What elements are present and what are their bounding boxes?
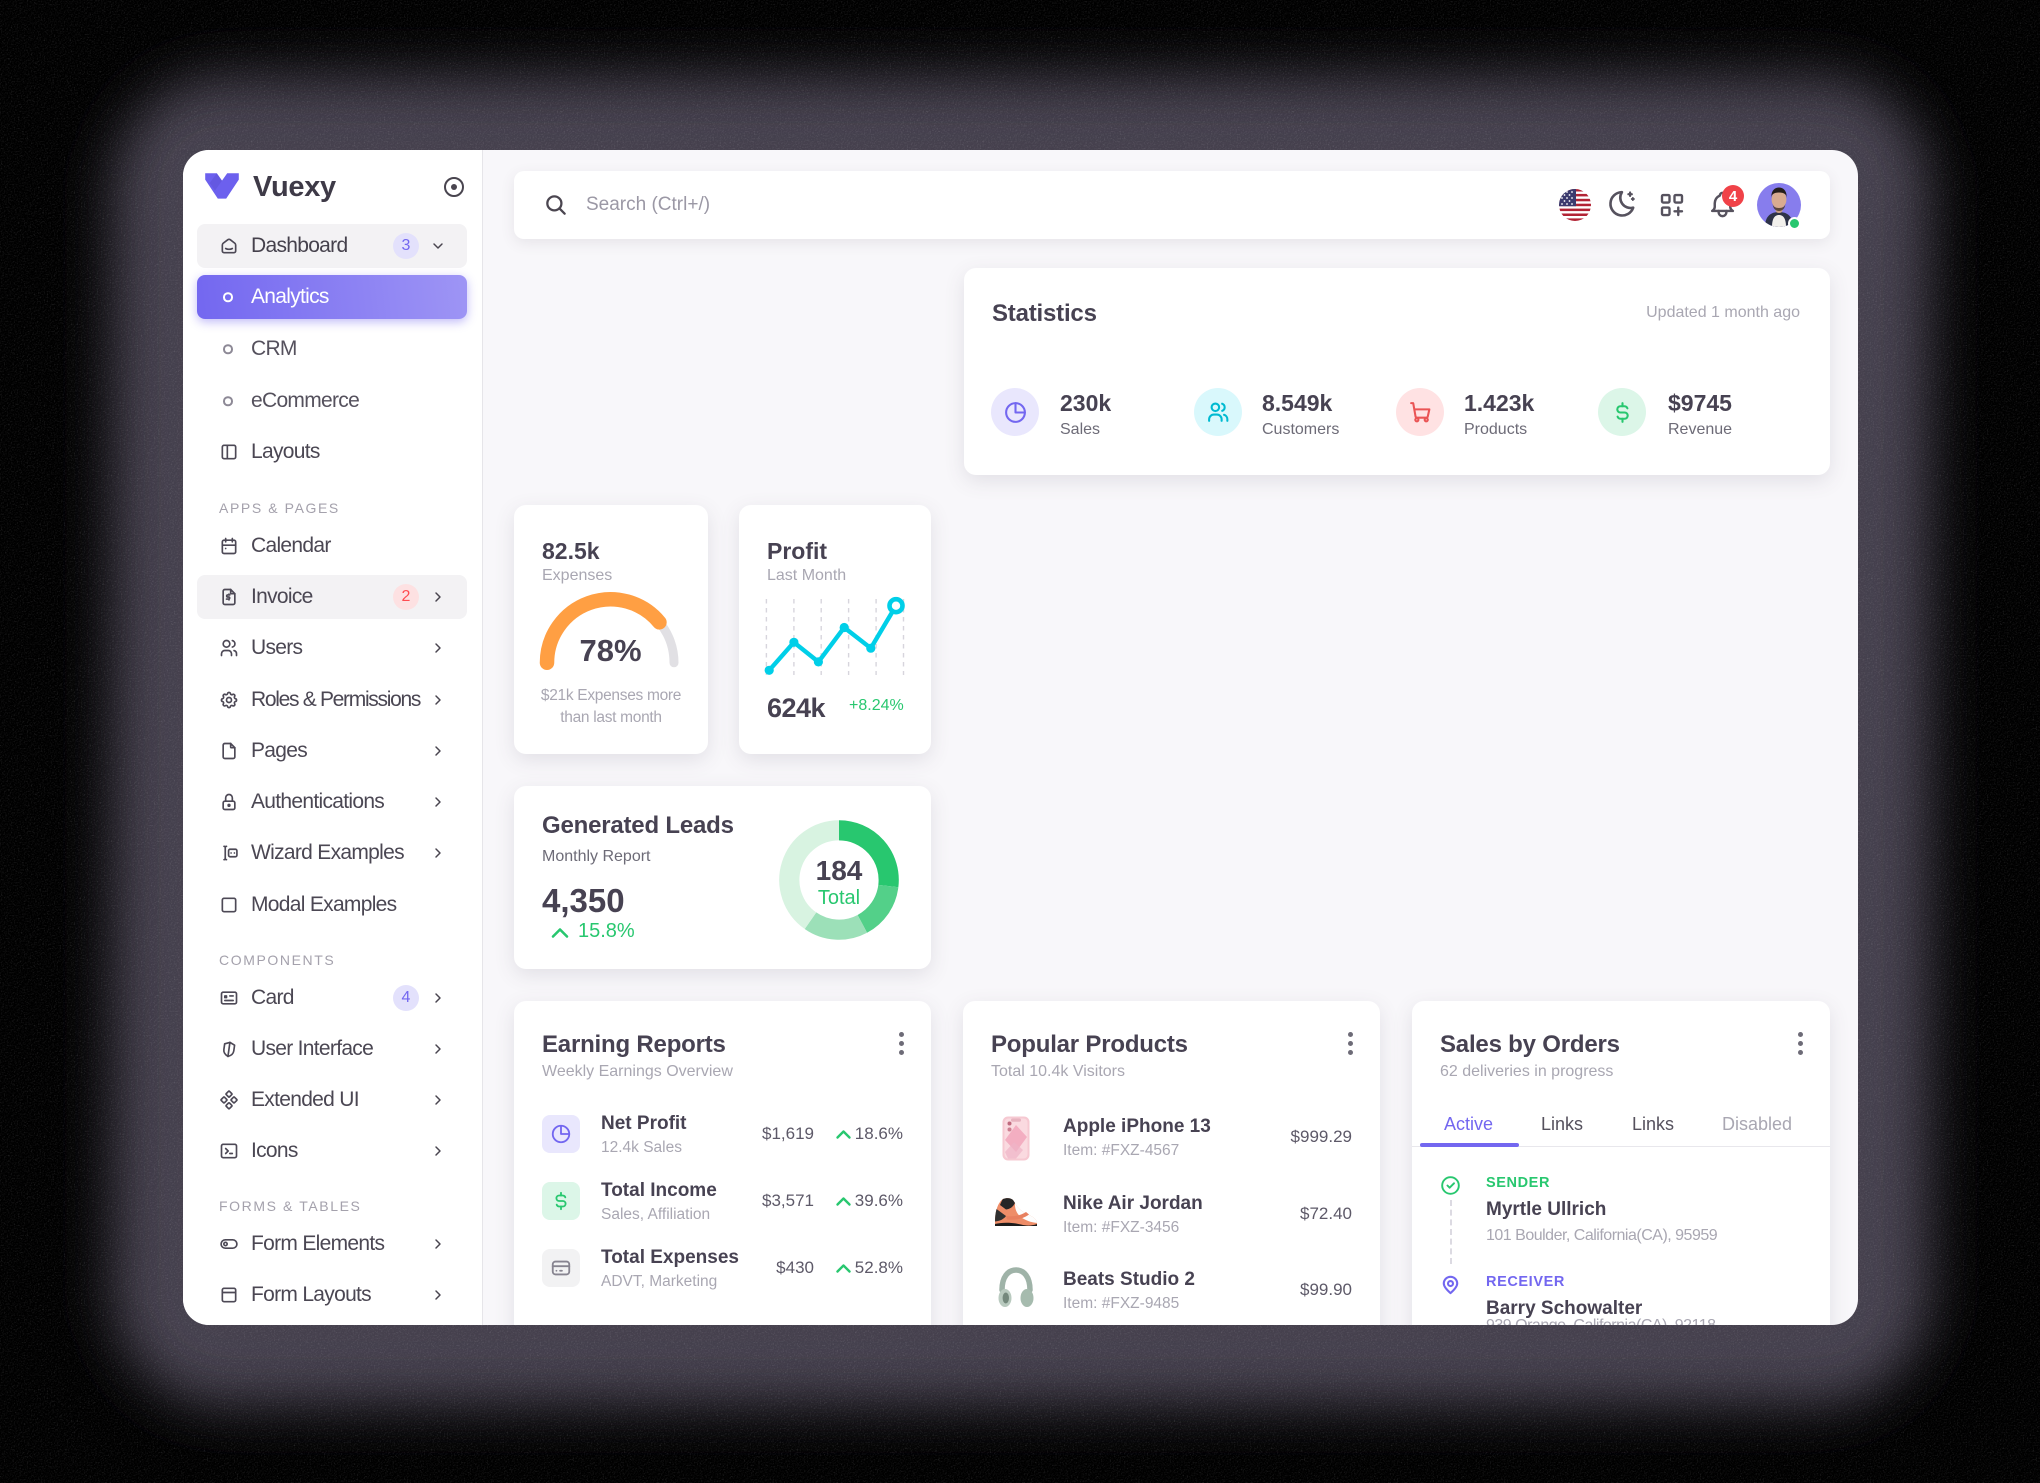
svg-text:78%: 78% xyxy=(579,633,641,668)
svg-text:Total: Total xyxy=(818,887,860,909)
svg-text:184: 184 xyxy=(816,855,863,886)
